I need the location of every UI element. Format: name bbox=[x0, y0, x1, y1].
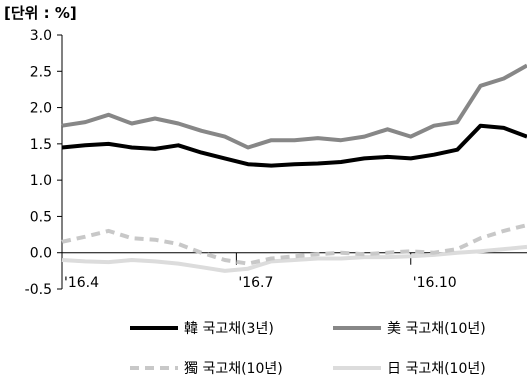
legend-item-korea: 韓 국고채(3년) bbox=[130, 318, 274, 338]
unit-label: [단위 : %] bbox=[4, 4, 77, 22]
y-tick-label: 2.0 bbox=[30, 101, 52, 117]
series-line-germany bbox=[61, 223, 527, 266]
legend-swatch-korea bbox=[130, 326, 178, 330]
y-tick-label: 0.0 bbox=[30, 246, 52, 262]
legend-swatch-us bbox=[333, 326, 381, 330]
y-tick-label: 1.5 bbox=[30, 137, 52, 153]
series-line-japan bbox=[61, 244, 527, 273]
legend-item-us: 美 국고채(10년) bbox=[333, 318, 486, 338]
legend-swatch-germany bbox=[130, 366, 178, 370]
legend-item-japan: 日 국고채(10년) bbox=[333, 358, 486, 378]
y-tick-label: 3.0 bbox=[30, 28, 52, 44]
y-tick-label: -0.5 bbox=[25, 282, 52, 298]
legend-swatch-japan bbox=[333, 366, 381, 370]
x-tick-label: '16.7 bbox=[238, 275, 273, 291]
x-tick-label: '16.10 bbox=[413, 275, 457, 291]
y-tick-label: 1.0 bbox=[30, 173, 52, 189]
y-tick-label: 0.5 bbox=[30, 209, 52, 225]
legend-label-korea: 韓 국고채(3년) bbox=[184, 321, 274, 337]
legend-label-germany: 獨 국고채(10년) bbox=[184, 361, 283, 377]
legend-label-japan: 日 국고채(10년) bbox=[387, 361, 486, 377]
series-line-us bbox=[61, 63, 527, 150]
legend-label-us: 美 국고채(10년) bbox=[387, 321, 486, 337]
x-tick-label: '16.4 bbox=[64, 275, 99, 291]
legend-item-germany: 獨 국고채(10년) bbox=[130, 358, 283, 378]
series-line-korea bbox=[61, 123, 527, 168]
y-tick-label: 2.5 bbox=[30, 64, 52, 80]
